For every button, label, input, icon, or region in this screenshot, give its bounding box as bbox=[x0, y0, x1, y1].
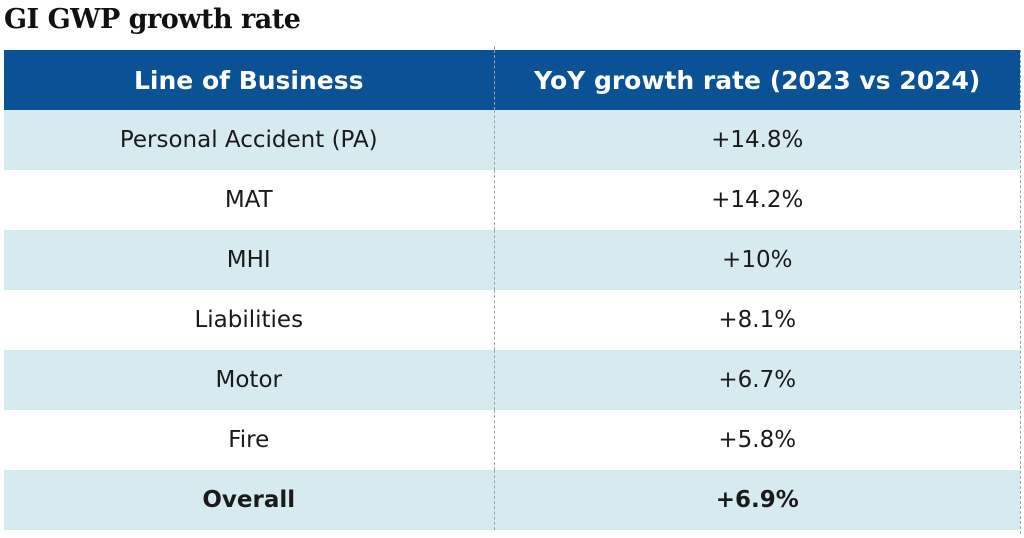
line-of-business-cell: MAT bbox=[4, 170, 495, 230]
table-row: Liabilities +8.1% bbox=[4, 290, 1020, 350]
table-row: Motor +6.7% bbox=[4, 350, 1020, 410]
table-row: Fire +5.8% bbox=[4, 410, 1020, 470]
column-divider-top bbox=[494, 46, 495, 50]
line-of-business-cell: Motor bbox=[4, 350, 495, 410]
growth-rate-cell: +14.8% bbox=[494, 110, 1020, 170]
table-right-border bbox=[1020, 50, 1021, 534]
growth-rate-cell: +8.1% bbox=[494, 290, 1020, 350]
table-row: MHI +10% bbox=[4, 230, 1020, 290]
growth-rate-cell: +10% bbox=[494, 230, 1020, 290]
growth-rate-cell: +6.9% bbox=[494, 470, 1020, 530]
column-header-line-of-business: Line of Business bbox=[4, 50, 495, 110]
growth-rate-cell: +14.2% bbox=[494, 170, 1020, 230]
line-of-business-cell: Liabilities bbox=[4, 290, 495, 350]
table-row: MAT +14.2% bbox=[4, 170, 1020, 230]
column-header-yoy-growth: YoY growth rate (2023 vs 2024) bbox=[494, 50, 1020, 110]
growth-rate-cell: +5.8% bbox=[494, 410, 1020, 470]
chart-title: GI GWP growth rate bbox=[4, 4, 301, 35]
table-header-row: Line of Business YoY growth rate (2023 v… bbox=[4, 50, 1020, 110]
line-of-business-cell: Fire bbox=[4, 410, 495, 470]
table-row-total: Overall +6.9% bbox=[4, 470, 1020, 530]
growth-rate-cell: +6.7% bbox=[494, 350, 1020, 410]
line-of-business-cell: Overall bbox=[4, 470, 495, 530]
line-of-business-cell: MHI bbox=[4, 230, 495, 290]
growth-rate-table: Line of Business YoY growth rate (2023 v… bbox=[4, 50, 1020, 530]
line-of-business-cell: Personal Accident (PA) bbox=[4, 110, 495, 170]
table-row: Personal Accident (PA) +14.8% bbox=[4, 110, 1020, 170]
table-body: Personal Accident (PA) +14.8% MAT +14.2% MHI… bbox=[4, 110, 1020, 530]
